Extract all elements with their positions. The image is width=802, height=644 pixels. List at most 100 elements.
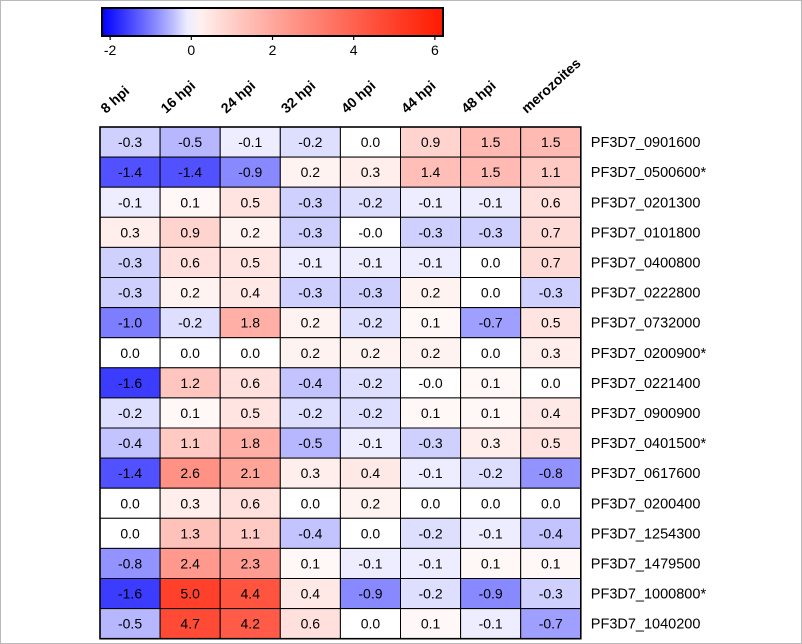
cell-value: -0.1: [479, 194, 503, 210]
cell-value: -0.4: [298, 525, 322, 541]
heatmap-cell: [219, 608, 281, 640]
cell-value: -0.2: [358, 375, 382, 391]
heatmap-cell: [400, 246, 462, 278]
cell-value: 0.0: [541, 495, 561, 511]
cell-value: -0.3: [479, 224, 503, 240]
cell-value: 0.3: [301, 465, 321, 481]
column-label: 16 hpi: [157, 77, 198, 116]
cell-value: 1.8: [241, 435, 261, 451]
cell-value: -0.8: [118, 555, 142, 571]
cell-value: -0.1: [358, 555, 382, 571]
heatmap-cell: [159, 277, 221, 309]
cell-value: -0.1: [358, 254, 382, 270]
cell-value: 0.1: [180, 405, 200, 421]
cell-value: 0.1: [421, 405, 441, 421]
cell-value: 0.3: [481, 435, 501, 451]
cell-value: -0.1: [358, 435, 382, 451]
cell-value: 0.2: [361, 495, 381, 511]
cell-value: -0.4: [298, 375, 322, 391]
row-label: PF3D7_0732000: [591, 316, 701, 332]
column-label: merozoites: [518, 55, 584, 116]
heatmap-cell: [159, 457, 221, 489]
colorbar-tick-label: 0: [187, 42, 195, 58]
heatmap-cell: [159, 216, 221, 248]
heatmap-cell: [279, 337, 341, 369]
colorbar-tick-label: 4: [350, 42, 358, 58]
row-label: PF3D7_0500600*: [591, 165, 707, 181]
cell-value: 5.0: [180, 586, 200, 602]
row-label: PF3D7_0221400: [591, 376, 701, 392]
cell-value: 0.6: [541, 194, 561, 210]
cell-value: -1.4: [178, 164, 202, 180]
cell-value: 0.0: [421, 495, 441, 511]
heatmap-cell: [460, 397, 522, 429]
cell-value: 1.3: [180, 525, 200, 541]
cell-value: 1.4: [421, 164, 441, 180]
heatmap-cell: [219, 246, 281, 278]
cell-value: -0.1: [418, 555, 442, 571]
cell-value: -0.4: [118, 435, 142, 451]
column-label: 48 hpi: [458, 77, 499, 116]
heatmap-cell: [460, 457, 522, 489]
cell-value: -0.1: [418, 254, 442, 270]
heatmap-cell: [219, 367, 281, 399]
row-label: PF3D7_0201300: [591, 195, 701, 211]
heatmap-cell: [159, 547, 221, 580]
heatmap-cell: [159, 517, 221, 549]
row-label: PF3D7_1479500: [591, 556, 701, 572]
heatmap-cell: [460, 307, 522, 339]
row-labels: PF3D7_0901600 PF3D7_0500600* PF3D7_0201300…: [591, 135, 707, 633]
heatmap-cell: [99, 277, 161, 309]
cell-value: 0.0: [120, 495, 140, 511]
cell-value: 0.0: [481, 254, 501, 270]
heatmap-cell: [279, 608, 341, 640]
heatmap-cell: [99, 186, 161, 218]
heatmap-cell: [339, 487, 401, 519]
cell-value: -0.1: [479, 616, 503, 632]
row-label: PF3D7_0101800: [591, 225, 701, 241]
cell-value: 0.3: [541, 345, 561, 361]
cell-value: 1.5: [541, 134, 561, 150]
cell-value: -1.4: [118, 465, 142, 481]
cell-value: 0.6: [241, 495, 261, 511]
cell-value: -0.9: [358, 586, 382, 602]
row-label: PF3D7_0401500*: [591, 436, 707, 452]
heatmap-cell: [159, 367, 221, 399]
cell-value: 0.9: [421, 134, 441, 150]
cell-value: 0.7: [541, 254, 561, 270]
row-label: PF3D7_0200900*: [591, 346, 707, 362]
colorbar-tick-label: 6: [431, 42, 439, 58]
cell-value: 0.1: [541, 555, 561, 571]
cell-value: -1.6: [118, 586, 142, 602]
row-label: PF3D7_0200400: [591, 496, 701, 512]
column-label: 32 hpi: [278, 77, 319, 116]
cell-value: -1.6: [118, 375, 142, 391]
cell-value: -0.3: [118, 285, 142, 301]
heatmap-cell: [460, 156, 522, 188]
cell-value: -0.0: [418, 375, 442, 391]
heatmap-cell: [520, 367, 582, 399]
cell-value: 0.0: [120, 345, 140, 361]
cell-value: 4.2: [241, 616, 261, 632]
cell-value: 0.1: [481, 405, 501, 421]
cell-value: -0.3: [418, 435, 442, 451]
heatmap-cell: [219, 186, 281, 218]
heatmap-cell: [520, 156, 582, 188]
cell-value: -0.3: [358, 285, 382, 301]
cell-value: 0.5: [541, 435, 561, 451]
cell-value: -0.2: [358, 194, 382, 210]
cell-value: 4.7: [180, 616, 200, 632]
cell-value: 0.6: [301, 616, 321, 632]
heatmap-cell: [339, 578, 401, 610]
cell-value: 0.0: [481, 285, 501, 301]
cell-value: 2.1: [241, 465, 261, 481]
cell-value: 1.1: [180, 435, 200, 451]
heatmap-cell: [460, 487, 522, 519]
cell-value: 0.5: [241, 254, 261, 270]
heatmap-cell: [339, 517, 401, 549]
row-label: PF3D7_1000800*: [591, 587, 707, 603]
cell-value: 0.1: [421, 616, 441, 632]
cell-value: 0.2: [180, 285, 200, 301]
cell-value: 0.2: [361, 345, 381, 361]
